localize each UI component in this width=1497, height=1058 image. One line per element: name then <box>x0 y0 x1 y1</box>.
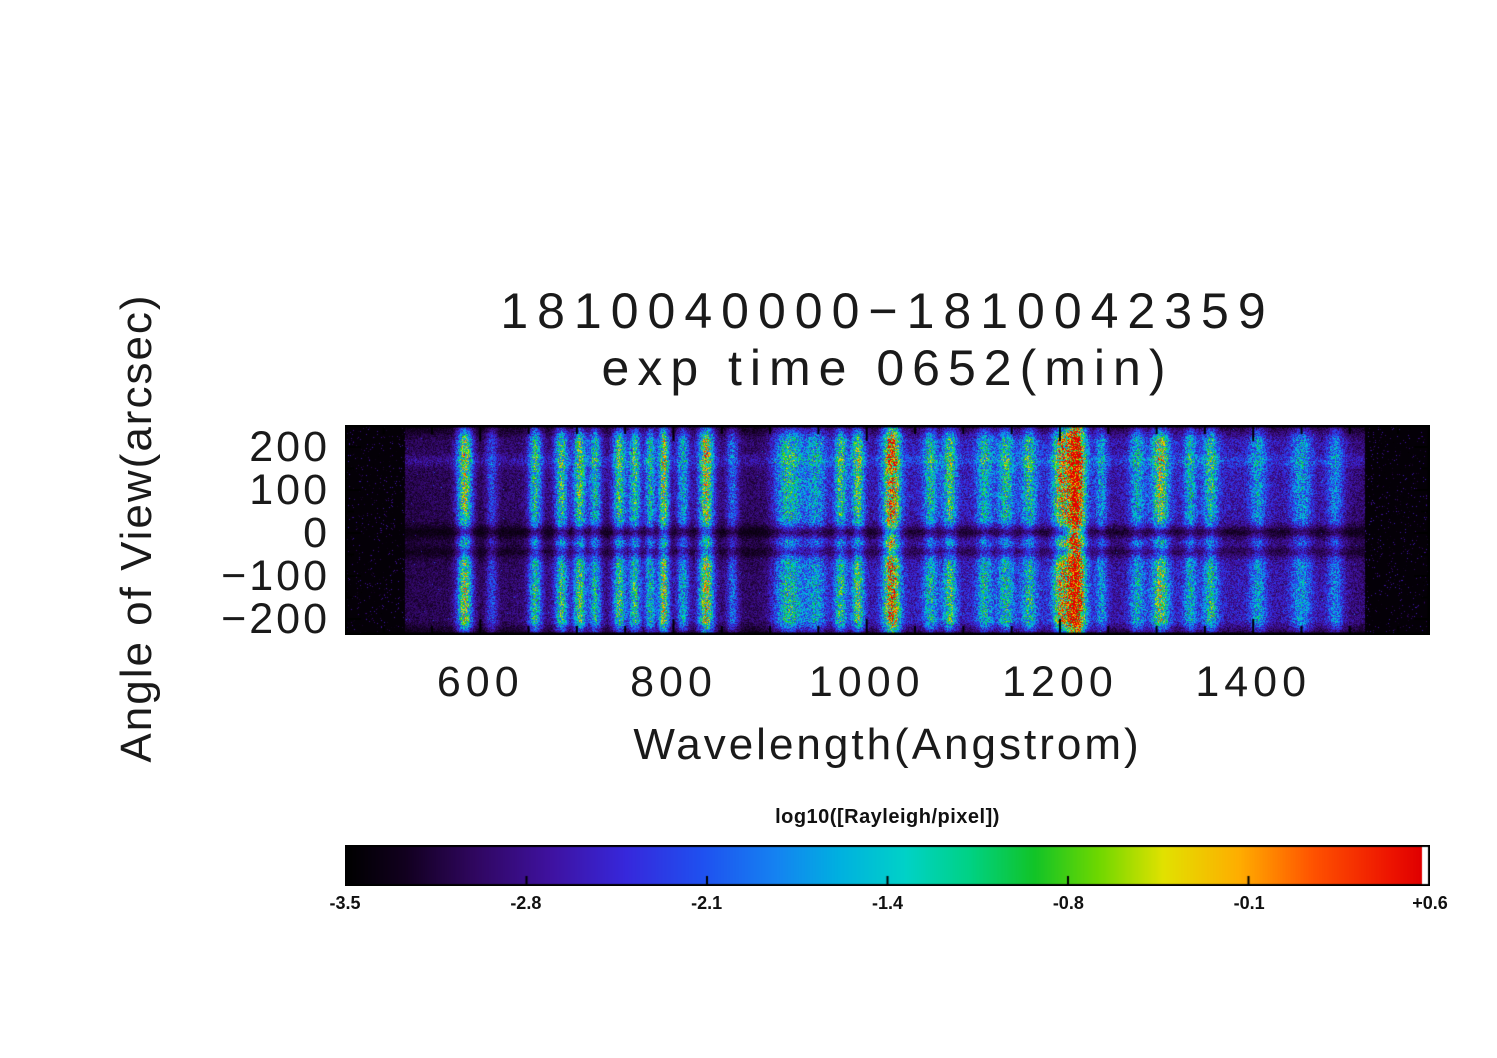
y-tick-label: −200 <box>221 595 330 644</box>
colorbar-tick-label: -3.5 <box>329 893 361 913</box>
x-tick-label: 600 <box>436 658 524 706</box>
colorbar <box>345 845 1430 886</box>
colorbar-label: log10([Rayleigh/pixel]) <box>775 806 1000 828</box>
colorbar-tick-label: +0.6 <box>1412 893 1448 913</box>
y-tick-label: 100 <box>249 465 330 514</box>
x-tick-label: 1400 <box>1195 658 1312 706</box>
y-tick-label: −100 <box>221 552 330 601</box>
x-axis-label: Wavelength(Angstrom) <box>633 720 1142 769</box>
spectrogram-canvas <box>345 425 1430 635</box>
x-tick-label: 1200 <box>1002 658 1118 706</box>
colorbar-tick-label: -0.1 <box>1233 893 1265 913</box>
colorbar-canvas <box>345 845 1430 886</box>
x-tick-label: 800 <box>630 658 717 706</box>
colorbar-tick-label: -2.1 <box>691 893 723 913</box>
figure-title: 1810040000−1810042359 <box>500 283 1275 339</box>
y-tick-label: 0 <box>303 509 330 557</box>
x-tick-label: 1000 <box>808 658 925 706</box>
y-tick-label: 200 <box>249 422 330 471</box>
colorbar-tick-label: -0.8 <box>1052 893 1084 913</box>
colorbar-tick-label: -1.4 <box>871 893 904 913</box>
colorbar-tick-label: -2.8 <box>510 893 542 913</box>
title-block: 1810040000−1810042359 exp time 0652(min) <box>345 283 1430 397</box>
figure-subtitle: exp time 0652(min) <box>601 340 1174 396</box>
spectrogram-plot <box>345 425 1430 635</box>
